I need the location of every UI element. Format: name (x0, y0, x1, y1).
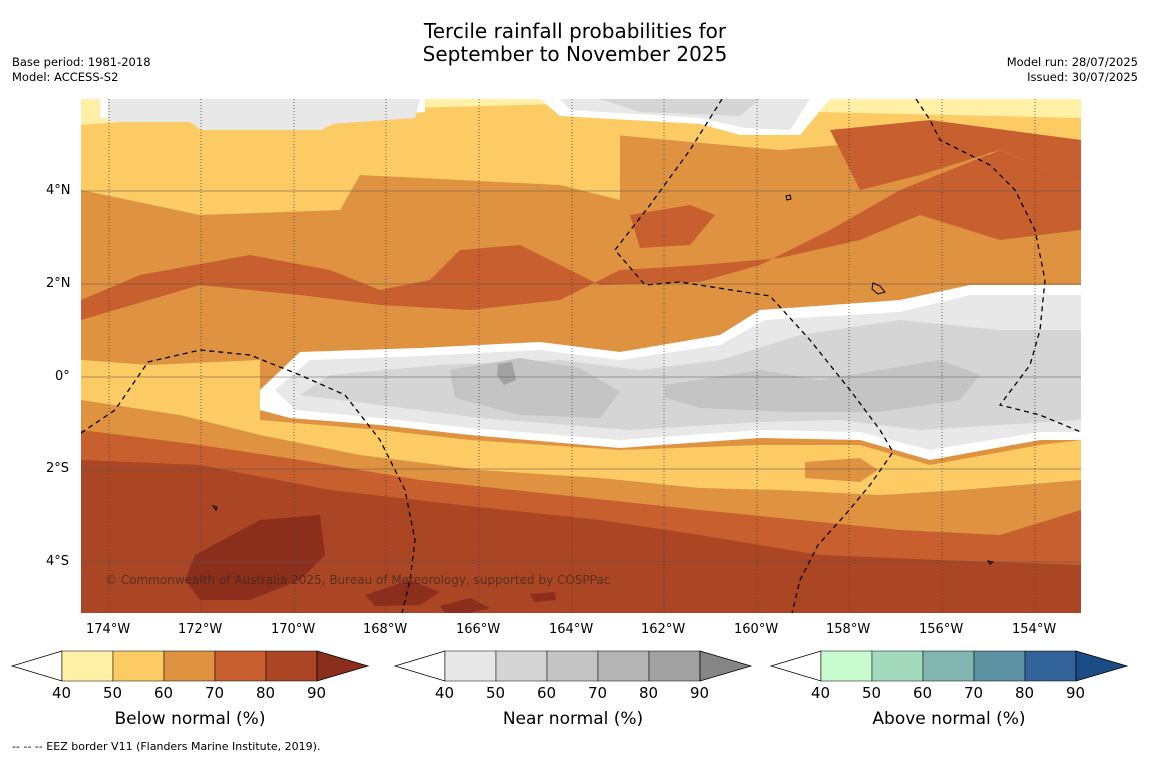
lon-tick-166w: 166°W (456, 622, 501, 637)
cb-near-tick-60: 60 (537, 684, 557, 702)
cb-above-tick-40: 40 (811, 684, 831, 702)
map-title-line1: Tercile rainfall probabilities for (423, 19, 727, 43)
map-title-line2: September to November 2025 (422, 42, 728, 66)
lon-tick-172w: 172°W (178, 622, 223, 637)
lon-tick-168w: 168°W (363, 622, 408, 637)
near-60-west (450, 358, 620, 418)
below-90-patch-4 (530, 592, 556, 602)
islands (211, 194, 995, 565)
cb-above-tick-80: 80 (1015, 684, 1035, 702)
lat-tick-4s: 4°S (46, 554, 70, 569)
lon-tick-170w: 170°W (271, 622, 316, 637)
cb-near-tick-50: 50 (486, 684, 506, 702)
below-60-blob-south (805, 458, 878, 482)
cb-near-tick-40: 40 (435, 684, 455, 702)
below-90-patch-2 (365, 580, 440, 606)
cb-above-tick-50: 50 (862, 684, 882, 702)
cb-above-tick-90: 90 (1066, 684, 1086, 702)
base-period: Base period: 1981-2018 (12, 55, 151, 69)
colorbar-below-label: Below normal (%) (114, 709, 266, 729)
lat-tick-4n: 4°N (46, 183, 71, 198)
near-60-east (665, 360, 980, 412)
colorbar-near-label: Near normal (%) (502, 709, 644, 729)
below-70-band (81, 150, 1081, 320)
lat-tick-0: 0° (55, 369, 70, 384)
eez-footnote: -- -- -- EEZ border V11 (Flanders Marine… (12, 740, 321, 753)
cb-below-tick-90: 90 (307, 684, 327, 702)
cb-above-tick-70: 70 (964, 684, 984, 702)
lon-tick-162w: 162°W (641, 622, 686, 637)
lon-tick-158w: 158°W (826, 622, 871, 637)
lon-tick-160w: 160°W (734, 622, 779, 637)
cb-above-tick-60: 60 (913, 684, 933, 702)
model-name: Model: ACCESS-S2 (12, 70, 119, 84)
below-80-south (81, 460, 1081, 613)
below-90-patch (185, 515, 325, 600)
lat-tick-2n: 2°N (46, 276, 71, 291)
lon-tick-164w: 164°W (549, 622, 594, 637)
colorbar-near (393, 650, 753, 682)
cb-near-tick-90: 90 (690, 684, 710, 702)
lon-tick-174w: 174°W (86, 622, 131, 637)
cb-below-tick-60: 60 (154, 684, 174, 702)
below-90-patch-3 (440, 598, 490, 613)
below-50-west-band (81, 130, 620, 215)
near-80-spot (497, 362, 516, 385)
eez-borders (81, 99, 1081, 613)
colorbar-above-label: Above normal (%) (872, 709, 1026, 729)
lat-tick-2s: 2°S (46, 461, 70, 476)
meta-right: Model run: 28/07/2025 Issued: 30/07/2025 (1007, 55, 1138, 85)
cb-near-tick-70: 70 (588, 684, 608, 702)
cb-below-tick-80: 80 (256, 684, 276, 702)
cb-below-tick-70: 70 (205, 684, 225, 702)
copyright-text: © Commonwealth of Australia 2025, Bureau… (105, 573, 610, 587)
latitude-gridlines (81, 190, 1081, 563)
lon-tick-156w: 156°W (919, 622, 964, 637)
cb-below-tick-40: 40 (52, 684, 72, 702)
below-70-blob (630, 205, 715, 248)
model-run: Model run: 28/07/2025 (1006, 55, 1138, 69)
meta-left: Base period: 1981-2018 Model: ACCESS-S2 (12, 55, 151, 85)
near-40-northwest (108, 99, 420, 150)
cb-near-tick-80: 80 (639, 684, 659, 702)
cb-below-tick-50: 50 (103, 684, 123, 702)
lon-tick-154w: 154°W (1012, 622, 1057, 637)
colorbar-below (10, 650, 370, 682)
below-70-northeast (830, 120, 1081, 190)
issued-date: Issued: 30/07/2025 (1027, 70, 1138, 84)
colorbar-above (769, 650, 1129, 682)
